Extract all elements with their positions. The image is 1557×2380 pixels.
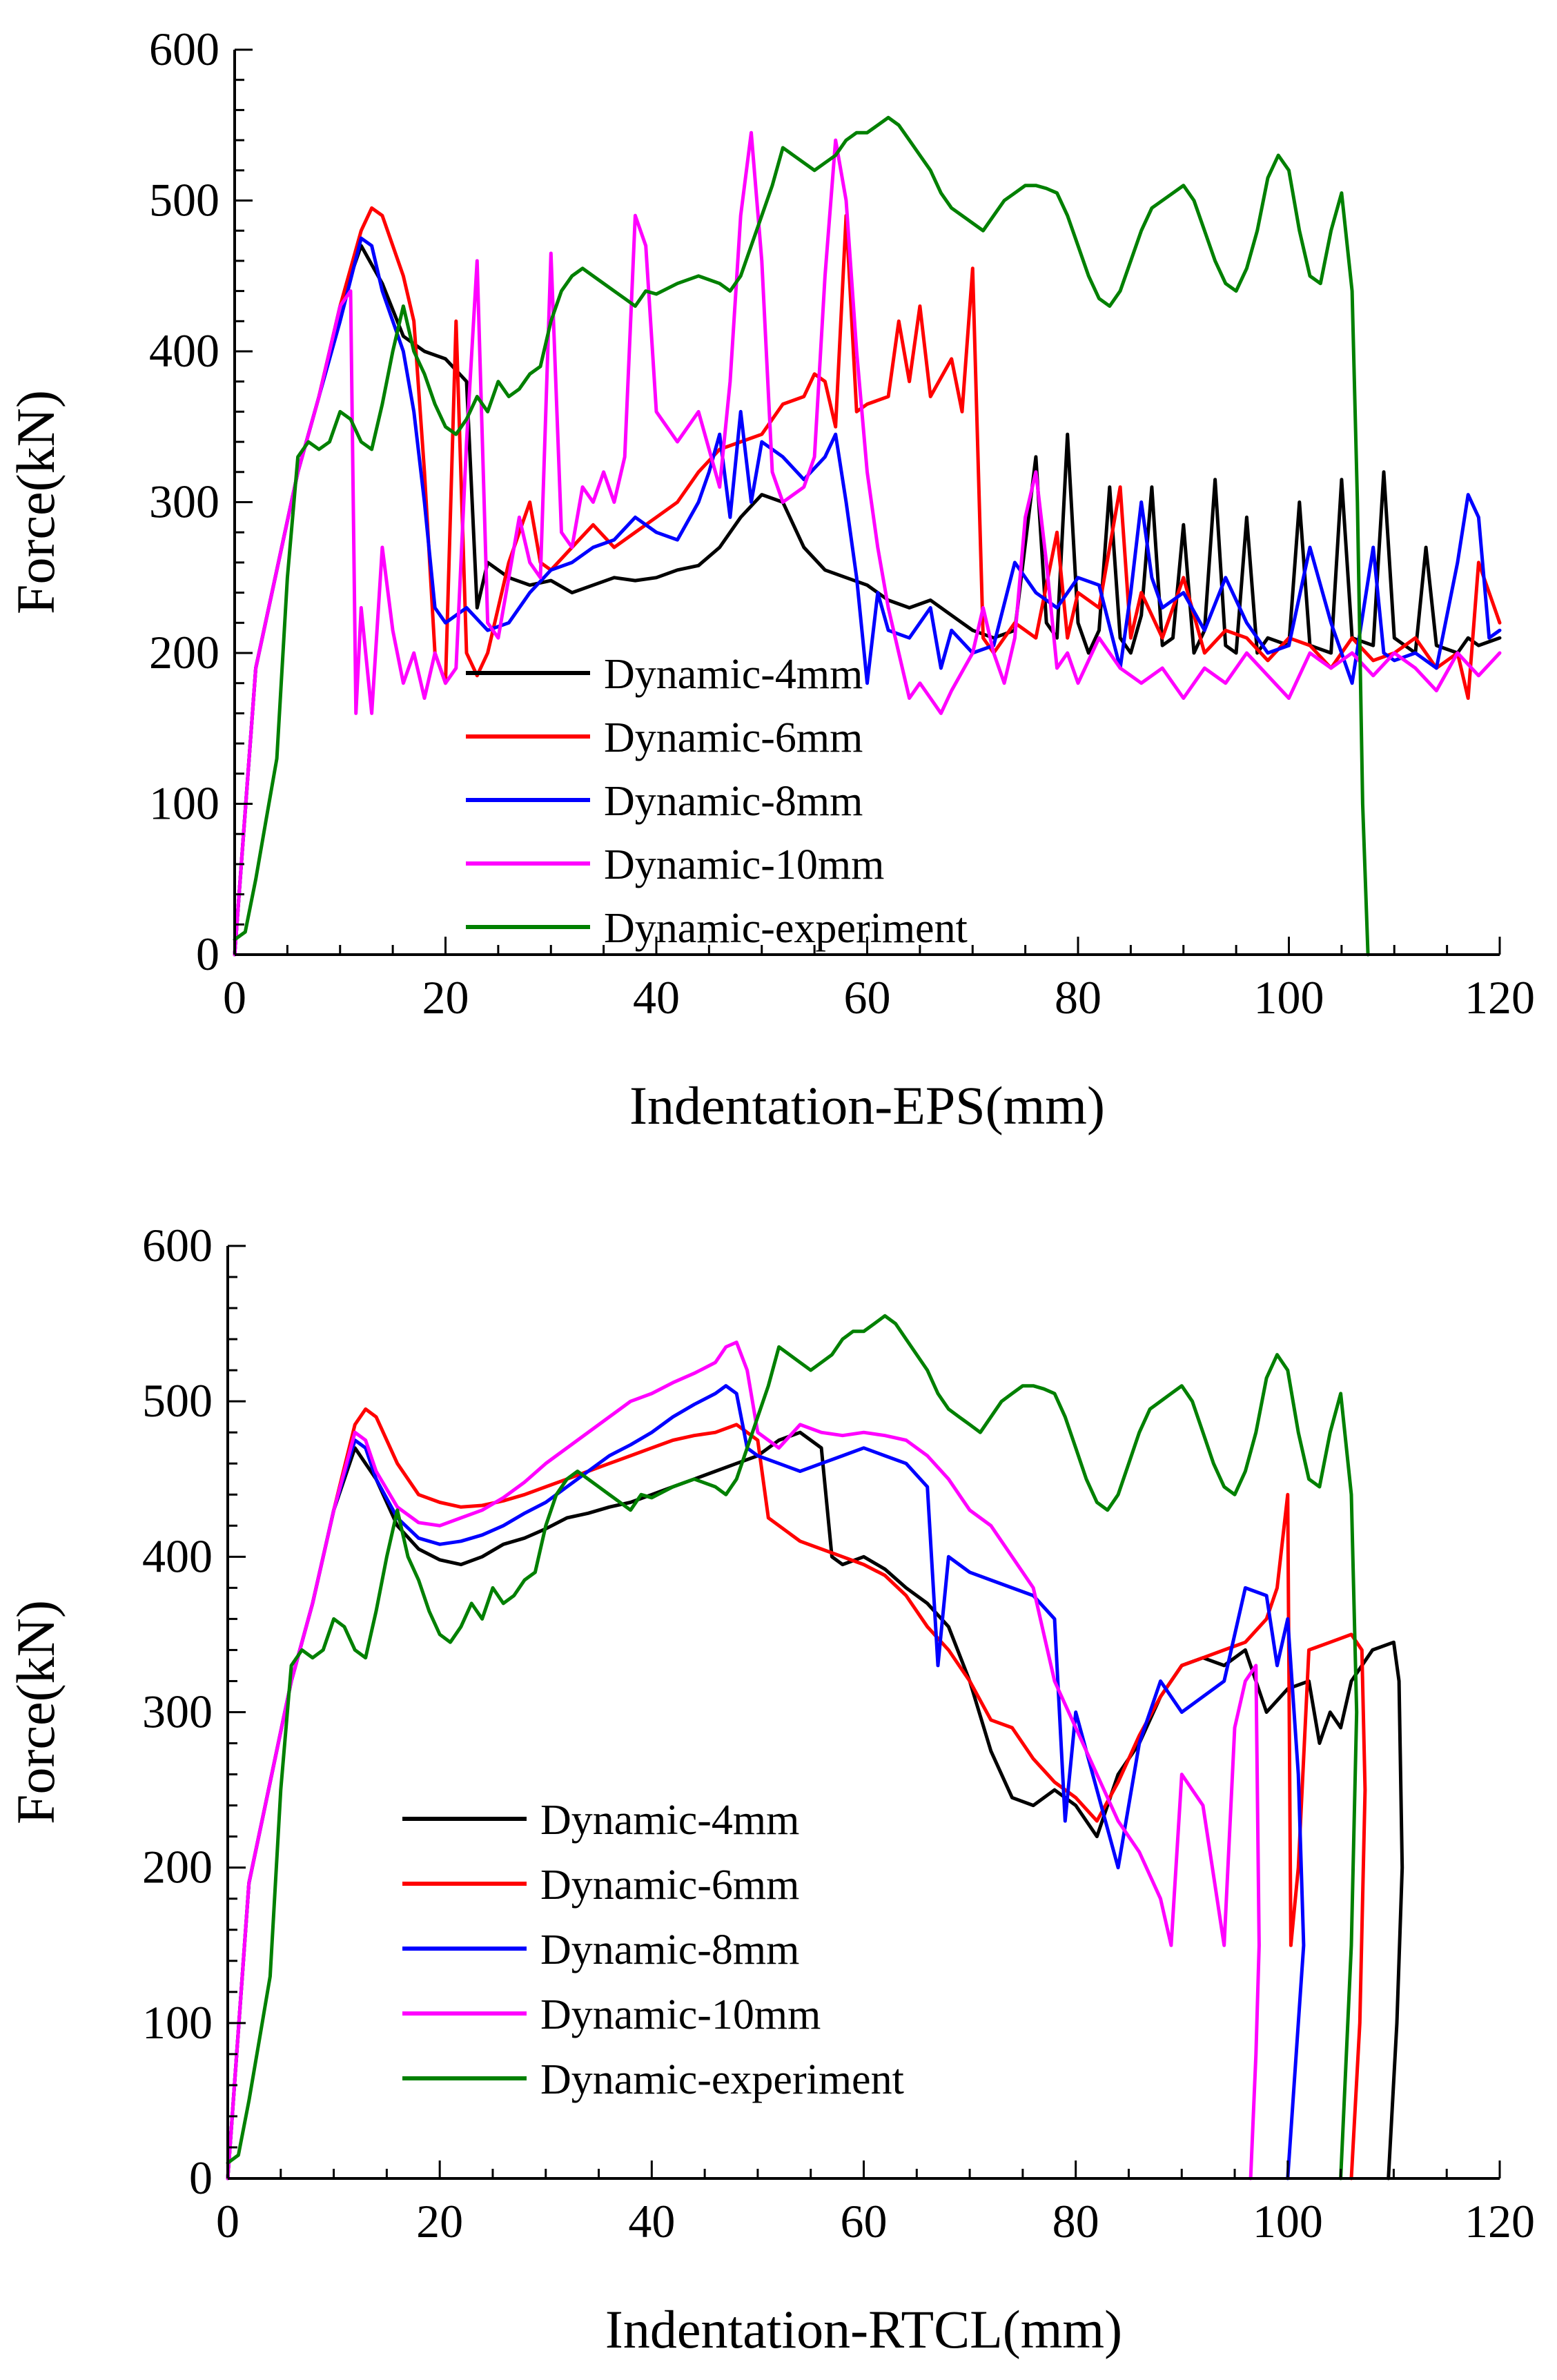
x-axis-label: Indentation-RTCL(mm) bbox=[605, 2299, 1122, 2359]
legend-entry: Dynamic-6mm bbox=[540, 1862, 799, 1909]
series-line-dynamic-10mm bbox=[233, 130, 1502, 957]
y-tick-label: 0 bbox=[189, 2152, 213, 2204]
legend-entry: Dynamic-10mm bbox=[540, 1991, 821, 2038]
y-tick-label: 200 bbox=[142, 1841, 213, 1893]
y-tick-label: 400 bbox=[149, 324, 219, 377]
series-line-dynamic-experiment bbox=[226, 1314, 1359, 2181]
series-line-dynamic-8mm bbox=[233, 236, 1502, 957]
legend-entry: Dynamic-6mm bbox=[604, 714, 863, 761]
x-tick-label: 60 bbox=[841, 2195, 888, 2247]
x-tick-label: 0 bbox=[223, 971, 246, 1024]
legend-entry: Dynamic-experiment bbox=[540, 2056, 904, 2103]
y-tick-label: 400 bbox=[142, 1530, 213, 1582]
series-line-dynamic-6mm bbox=[226, 1407, 1367, 2181]
x-tick-label: 120 bbox=[1465, 2195, 1535, 2247]
chart-panel-2: 0 100 200 300 400 500 600 0 20 40 60 80 100 120 Indent… bbox=[6, 1219, 1535, 2359]
chart-panel-1: 0 100 200 300 400 500 600 0 20 40 60 80 100 120 Indent… bbox=[6, 23, 1535, 1135]
legend-entry: Dynamic-4mm bbox=[604, 651, 863, 698]
y-tick-label: 500 bbox=[149, 174, 219, 226]
y-tick-label: 0 bbox=[196, 928, 219, 980]
y-axis-label: Force(kN) bbox=[6, 390, 66, 614]
x-tick-label: 80 bbox=[1055, 971, 1101, 1024]
series-line-dynamic-8mm bbox=[226, 1384, 1306, 2181]
x-axis-label: Indentation-EPS(mm) bbox=[629, 1075, 1105, 1135]
legend-entry: Dynamic-10mm bbox=[604, 841, 884, 888]
legend-entry: Dynamic-4mm bbox=[540, 1797, 799, 1844]
y-tick-label: 300 bbox=[149, 476, 219, 528]
series-line-dynamic-4mm bbox=[226, 1430, 1404, 2181]
y-tick-label: 600 bbox=[142, 1219, 213, 1271]
x-tick-label: 0 bbox=[216, 2195, 239, 2247]
series-line-dynamic-10mm bbox=[226, 1340, 1261, 2181]
y-tick-label: 600 bbox=[149, 23, 219, 75]
y-tick-label: 100 bbox=[149, 777, 219, 830]
y-tick-label: 100 bbox=[142, 1996, 213, 2049]
y-tick-label: 200 bbox=[149, 626, 219, 679]
x-tick-label: 100 bbox=[1254, 971, 1324, 1024]
x-tick-label: 60 bbox=[844, 971, 891, 1024]
x-tick-label: 40 bbox=[628, 2195, 675, 2247]
y-tick-label: 300 bbox=[142, 1686, 213, 1738]
legend-entry: Dynamic-experiment bbox=[604, 905, 968, 952]
legend-entry: Dynamic-8mm bbox=[604, 778, 863, 825]
x-tick-label: 20 bbox=[422, 971, 469, 1024]
x-tick-label: 120 bbox=[1465, 971, 1535, 1024]
x-tick-label: 100 bbox=[1253, 2195, 1323, 2247]
y-axis-label: Force(kN) bbox=[6, 1600, 66, 1824]
x-tick-label: 20 bbox=[416, 2195, 463, 2247]
y-tick-label: 500 bbox=[142, 1374, 213, 1427]
legend-entry: Dynamic-8mm bbox=[540, 1927, 799, 1973]
series-line-dynamic-experiment bbox=[233, 115, 1370, 957]
x-tick-label: 40 bbox=[633, 971, 680, 1024]
x-tick-label: 80 bbox=[1052, 2195, 1099, 2247]
